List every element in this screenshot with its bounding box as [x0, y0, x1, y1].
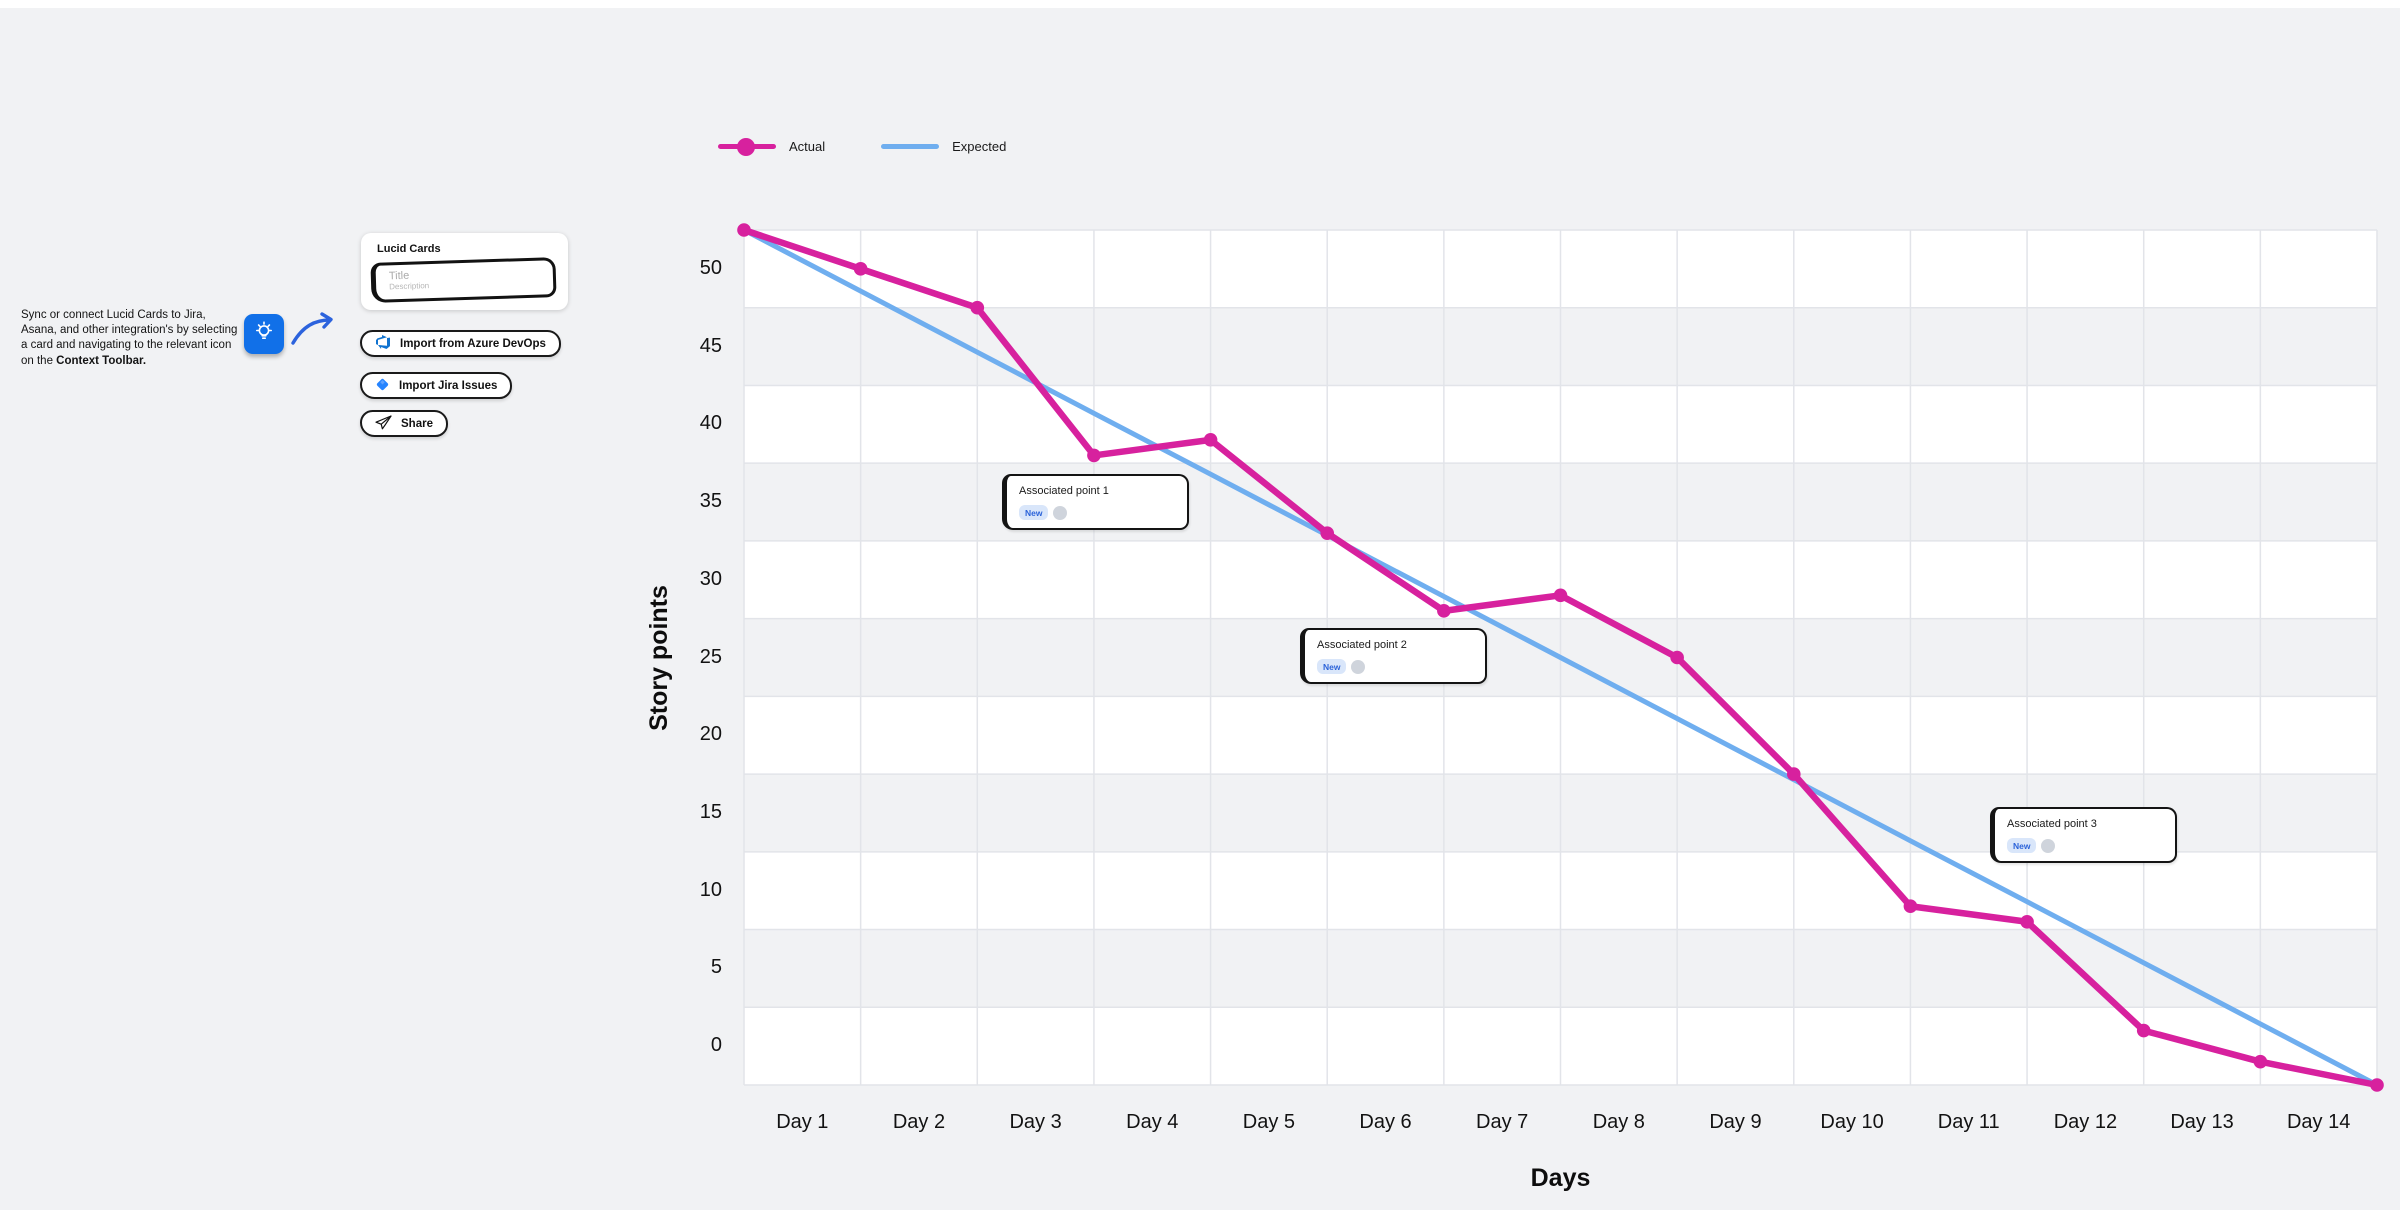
x-tick-label: Day 8	[1592, 1111, 1645, 1133]
y-tick-label: 50	[699, 256, 722, 279]
lucid-canvas[interactable]: Sync or connect Lucid Cards to Jira, Asa…	[0, 8, 2400, 1210]
legend-item-expected[interactable]: Expected	[881, 139, 1006, 154]
actual-line-swatch	[718, 137, 776, 156]
x-tick-label: Day 12	[2053, 1111, 2118, 1133]
context-toolbar-bold-text: Context Toolbar.	[56, 354, 147, 367]
jira-icon	[375, 377, 390, 395]
lucid-cards-panel-title: Lucid Cards	[377, 243, 441, 255]
sync-info-text: Sync or connect Lucid Cards to Jira, Asa…	[21, 309, 238, 367]
annotation-meta: New	[1019, 505, 1068, 520]
avatar[interactable]	[1053, 505, 1068, 520]
x-tick-label: Day 6	[1359, 1111, 1412, 1133]
expected-line-swatch	[881, 144, 940, 149]
avatar[interactable]	[2041, 838, 2056, 853]
x-tick-label: Day 7	[1476, 1111, 1529, 1133]
y-tick-label: 40	[699, 412, 722, 435]
y-tick-label: 0	[710, 1034, 722, 1057]
x-tick-label: Day 13	[2170, 1111, 2234, 1133]
lightbulb-icon	[251, 319, 277, 350]
azure-devops-icon	[375, 334, 391, 353]
button-label: Import from Azure DevOps	[400, 337, 546, 350]
legend-label: Actual	[789, 139, 826, 154]
annotation-meta: New	[2007, 838, 2056, 853]
tip-tile[interactable]	[244, 314, 284, 354]
associated-point-card[interactable]: Associated point 2 New	[1300, 628, 1487, 684]
x-tick-label: Day 2	[892, 1111, 946, 1133]
associated-point-card[interactable]: Associated point 3 New	[1990, 807, 2177, 863]
x-tick-label: Day 14	[2286, 1111, 2351, 1133]
annotation-meta: New	[1317, 659, 1366, 674]
new-badge: New	[1019, 505, 1049, 520]
x-tick-label: Day 5	[1242, 1111, 1296, 1133]
y-tick-label: 5	[710, 956, 722, 979]
x-tick-label: Day 9	[1709, 1111, 1762, 1133]
annotation-title: Associated point 2	[1317, 639, 1407, 651]
new-badge: New	[1317, 659, 1347, 674]
associated-point-card[interactable]: Associated point 1 New	[1002, 474, 1189, 530]
paper-plane-icon	[375, 414, 392, 433]
actual-marker-swatch	[737, 137, 755, 156]
x-tick-label: Day 1	[776, 1111, 829, 1133]
burndown-chart[interactable]: Days Story points Associated point 1 New…	[645, 223, 2384, 1192]
button-label: Import Jira Issues	[399, 379, 498, 392]
avatar[interactable]	[1351, 659, 1366, 674]
y-tick-label: 30	[699, 567, 722, 590]
button-label: Share	[401, 417, 433, 430]
legend-item-actual[interactable]: Actual	[718, 137, 826, 156]
x-tick-label: Day 4	[1126, 1111, 1179, 1133]
lucid-cards-panel[interactable]: Lucid Cards Title Description	[361, 233, 568, 310]
x-tick-label: Day 11	[1937, 1111, 2000, 1133]
import-azure-devops-button[interactable]: Import from Azure DevOps	[360, 330, 561, 357]
sync-info-note: Sync or connect Lucid Cards to Jira, Asa…	[21, 308, 239, 369]
chart-legend: Actual Expected	[718, 137, 1006, 156]
y-tick-label: 10	[699, 878, 722, 901]
annotation-title: Associated point 1	[1019, 485, 1109, 497]
x-axis-title: Days	[1530, 1164, 1591, 1192]
import-jira-issues-button[interactable]: Import Jira Issues	[360, 372, 513, 399]
new-badge: New	[2007, 838, 2037, 853]
y-tick-label: 35	[699, 490, 722, 513]
x-tick-label: Day 10	[1820, 1111, 1884, 1133]
x-tick-label: Day 3	[1009, 1111, 1062, 1133]
card-template[interactable]: Title Description	[370, 257, 557, 303]
legend-label: Expected	[952, 139, 1007, 154]
annotation-title: Associated point 3	[2007, 818, 2097, 830]
share-button[interactable]: Share	[360, 410, 448, 437]
y-tick-label: 20	[699, 723, 722, 746]
y-tick-label: 15	[699, 800, 722, 823]
y-tick-label: 25	[699, 645, 722, 668]
pointer-arrow-icon	[290, 312, 336, 353]
y-tick-label: 45	[699, 334, 722, 357]
chart-plot-area[interactable]	[737, 223, 2384, 1092]
